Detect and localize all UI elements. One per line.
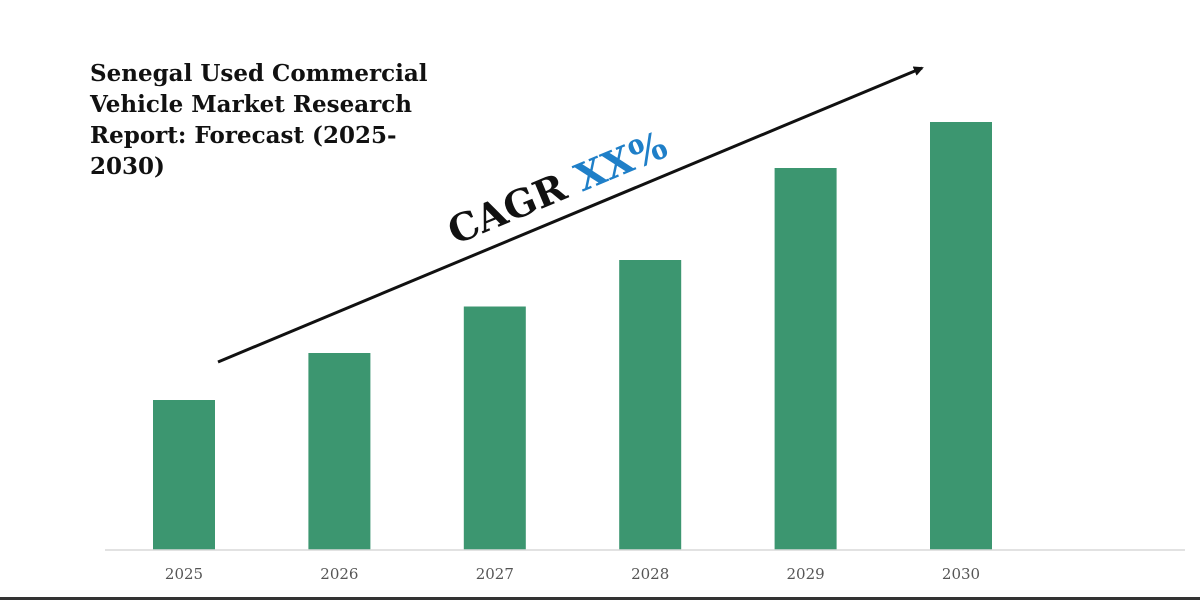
x-tick-label-2027: 2027 — [476, 565, 514, 583]
x-tick-label-2030: 2030 — [942, 565, 980, 583]
bar-2030 — [930, 122, 992, 550]
x-tick-label-2028: 2028 — [631, 565, 669, 583]
x-tick-labels: 2025 2026 2027 2028 2029 2030 — [165, 565, 980, 583]
bar-2028 — [619, 260, 682, 550]
bar-2029 — [774, 168, 837, 550]
bar-2025 — [153, 400, 215, 550]
bar-2027 — [463, 306, 526, 550]
bars-layer — [153, 122, 992, 550]
trend-arrow — [217, 66, 924, 364]
x-tick-label-2029: 2029 — [787, 565, 825, 583]
bottom-border — [0, 597, 1200, 600]
cagr-value: XX% — [568, 122, 673, 200]
x-tick-label-2026: 2026 — [320, 565, 358, 583]
chart-title: Senegal Used Commercial Vehicle Market R… — [90, 60, 428, 180]
x-tick-label-2025: 2025 — [165, 565, 203, 583]
bar-2026 — [308, 353, 371, 550]
